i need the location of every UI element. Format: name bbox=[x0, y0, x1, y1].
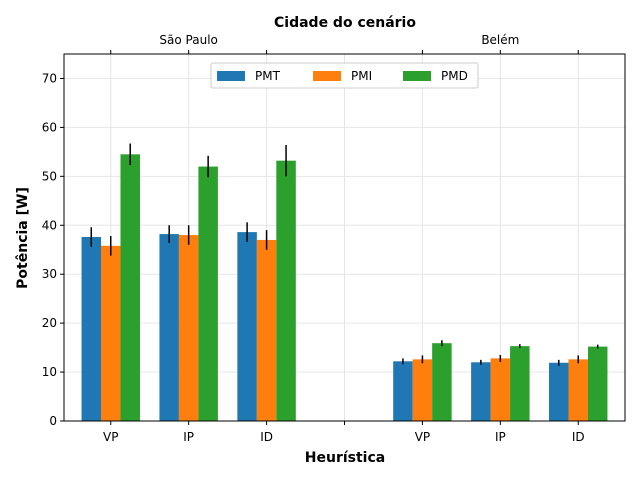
x-tick-label: ID bbox=[260, 430, 273, 444]
legend-label-pmd: PMD bbox=[441, 69, 468, 83]
bar-pmi bbox=[568, 359, 588, 421]
legend-swatch-pmt bbox=[217, 71, 245, 81]
y-tick-label: 20 bbox=[42, 316, 57, 330]
y-tick-label: 70 bbox=[42, 71, 57, 85]
axes: 0 10 20 30 40 50 60 70 VP IP ID VP IP ID São Paulo Belé… bbox=[42, 33, 585, 444]
y-tick-label: 40 bbox=[42, 218, 57, 232]
y-tick-label: 30 bbox=[42, 267, 57, 281]
bar-pmt bbox=[471, 362, 491, 421]
bar-pmt bbox=[549, 362, 569, 421]
legend-swatch-pmd bbox=[403, 71, 431, 81]
bar-pmt bbox=[237, 232, 257, 421]
bar-pmt bbox=[159, 234, 179, 421]
y-tick-label: 0 bbox=[49, 414, 57, 428]
x-tick-label: IP bbox=[183, 430, 194, 444]
top-axis-label: Belém bbox=[481, 33, 519, 47]
bar-pmi bbox=[412, 359, 433, 421]
bar-pmi bbox=[256, 239, 277, 421]
x-tick-label: VP bbox=[103, 430, 118, 444]
bar-pmd bbox=[510, 346, 530, 421]
bar-pmd bbox=[432, 343, 452, 421]
bar-pmi bbox=[101, 245, 121, 421]
legend-label-pmi: PMI bbox=[351, 69, 372, 83]
legend: PMT PMI PMD bbox=[210, 62, 479, 89]
bar-pmd bbox=[198, 166, 218, 421]
top-axis-label: São Paulo bbox=[159, 33, 217, 47]
legend-label-pmt: PMT bbox=[255, 69, 281, 83]
x-tick-label: IP bbox=[495, 430, 506, 444]
chart-title: Cidade do cenário bbox=[274, 15, 416, 31]
x-tick-label: VP bbox=[415, 430, 430, 444]
legend-box bbox=[210, 62, 479, 89]
error-bars bbox=[90, 143, 599, 366]
y-tick-label: 50 bbox=[42, 169, 57, 183]
y-tick-label: 60 bbox=[42, 120, 57, 134]
y-axis-label: Potência [W] bbox=[15, 187, 31, 289]
grid bbox=[64, 54, 625, 422]
x-tick-label: ID bbox=[572, 430, 585, 444]
x-axis-label: Heurística bbox=[305, 450, 385, 466]
bar-pmi bbox=[178, 235, 199, 421]
bar-pmd bbox=[276, 160, 296, 421]
legend-swatch-pmi bbox=[313, 71, 341, 81]
y-tick-label: 10 bbox=[42, 365, 57, 379]
bar-pmi bbox=[490, 358, 511, 421]
bar-pmt bbox=[393, 361, 413, 421]
bar-pmd bbox=[120, 154, 140, 421]
bars bbox=[81, 154, 608, 421]
bar-pmd bbox=[587, 346, 608, 421]
bar-pmt bbox=[81, 237, 102, 421]
